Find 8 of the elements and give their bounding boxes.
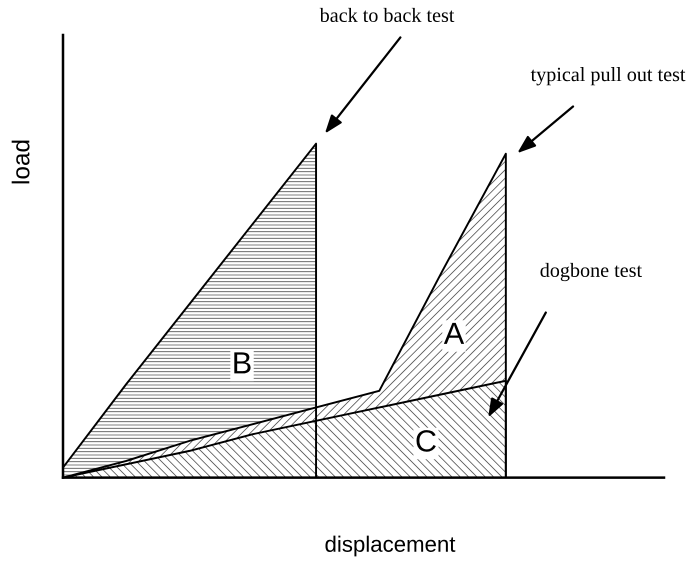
x-axis-title: displacement bbox=[325, 536, 456, 556]
text: typical pull out test bbox=[530, 67, 686, 86]
annotation: C bbox=[416, 430, 436, 452]
annotation: B bbox=[234, 352, 251, 374]
y-axis-title: load bbox=[12, 140, 30, 184]
text: dogbone test bbox=[540, 262, 642, 282]
annotation: A bbox=[444, 322, 464, 344]
text: back to back test bbox=[320, 8, 454, 22]
